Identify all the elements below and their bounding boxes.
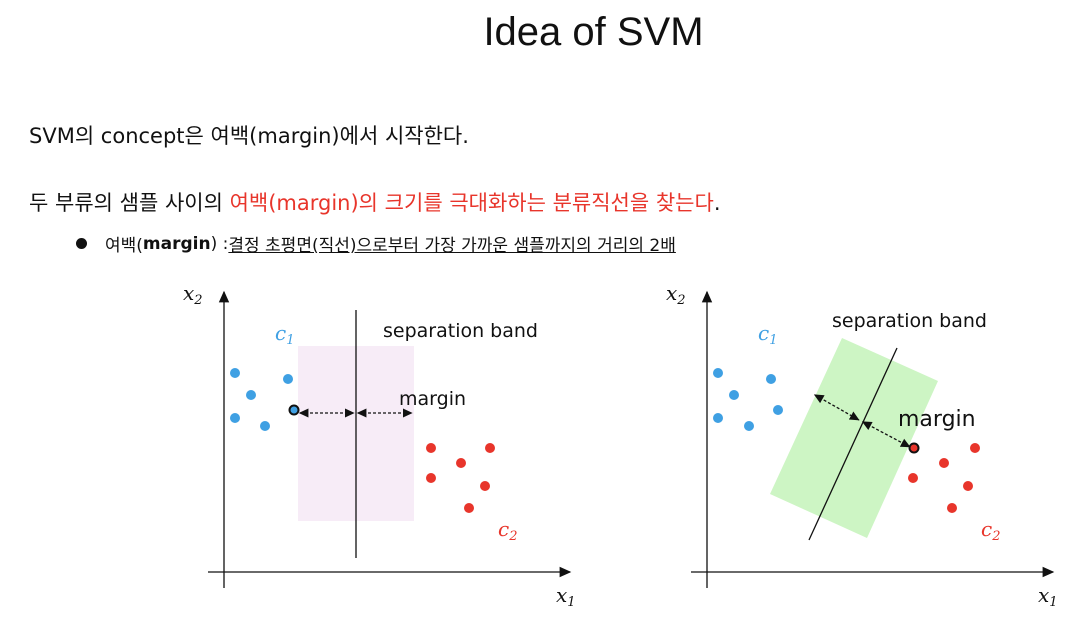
data-point	[773, 405, 783, 415]
goal-sentence: 두 부류의 샘플 사이의 여백(margin)의 크기를 극대화하는 분류직선을…	[29, 187, 721, 217]
right-x-axis-sub: 1	[1049, 595, 1057, 610]
right-decision-line	[808, 347, 898, 541]
right-y-axis-sub: 2	[676, 293, 685, 308]
left-support-vector	[288, 404, 300, 416]
left-class1-points	[230, 368, 293, 431]
data-point	[230, 413, 240, 423]
bullet-dot-icon	[76, 238, 87, 249]
goal-highlight: 여백(margin)의 크기를 극대화하는 분류직선을 찾는다	[229, 191, 714, 215]
data-point	[963, 481, 973, 491]
goal-prefix: 두 부류의 샘플 사이의	[29, 191, 230, 215]
left-class2-label: c2	[498, 517, 517, 544]
data-point	[970, 443, 980, 453]
data-point	[230, 368, 240, 378]
data-point	[426, 443, 436, 453]
data-point	[939, 458, 949, 468]
left-x-axis-label: x1	[556, 583, 576, 610]
right-diagram: separation band margin c1 c2 x1 x2	[666, 281, 1058, 610]
data-point	[947, 503, 957, 513]
right-class2-sub: 2	[991, 529, 1000, 544]
data-point	[485, 443, 495, 453]
data-point	[766, 374, 776, 384]
data-point	[260, 421, 270, 431]
left-class1-sub: 1	[286, 333, 294, 348]
right-support-vector	[908, 442, 920, 454]
data-point	[246, 390, 256, 400]
data-point	[456, 458, 466, 468]
right-class2-label: c2	[981, 517, 1000, 544]
data-point	[283, 374, 293, 384]
right-x-axis-label: x1	[1038, 583, 1058, 610]
data-point	[744, 421, 754, 431]
bullet-middle: ) :	[210, 233, 229, 254]
data-point	[908, 473, 918, 483]
bullet-bold: margin	[142, 233, 211, 254]
left-class2-sub: 2	[508, 529, 517, 544]
data-point	[480, 481, 490, 491]
right-class2-points	[908, 443, 980, 513]
data-point	[426, 473, 436, 483]
left-class1-label: c1	[275, 321, 294, 348]
right-class1-points	[713, 368, 783, 431]
right-margin-arrow-2	[861, 421, 911, 448]
data-point	[729, 390, 739, 400]
left-y-axis-base: x	[183, 281, 194, 305]
left-margin-label: margin	[399, 388, 466, 410]
left-x-axis-sub: 1	[567, 595, 575, 610]
right-x-axis-base: x	[1038, 583, 1049, 607]
right-y-axis-base: x	[666, 281, 677, 305]
right-class1-label: c1	[758, 321, 777, 348]
right-y-axis-label: x2	[666, 281, 686, 308]
right-class1-sub: 1	[769, 333, 777, 348]
bullet-underlined: 결정 초평면(직선)으로부터 가장 가까운 샘플까지의 거리의 2배	[228, 236, 676, 256]
right-margin-arrow-1	[813, 394, 860, 421]
right-class1-base: c	[758, 321, 769, 345]
right-margin-label: margin	[898, 407, 976, 432]
left-x-axis-base: x	[556, 583, 567, 607]
left-y-axis-label: x2	[183, 281, 203, 308]
left-diagram: separation band margin c1 c2 x1 x2	[183, 281, 576, 610]
margin-definition-bullet: 여백(margin) : 결정 초평면(직선)으로부터 가장 가까운 샘플까지의…	[76, 231, 676, 256]
left-band-label: separation band	[383, 320, 538, 342]
left-y-axis-sub: 2	[193, 293, 202, 308]
data-point	[713, 413, 723, 423]
right-separation-band	[770, 338, 938, 538]
left-class1-base: c	[275, 321, 286, 345]
left-class2-base: c	[498, 517, 509, 541]
right-band-label: separation band	[832, 310, 987, 332]
bullet-prefix: 여백(	[105, 236, 143, 256]
right-class2-base: c	[981, 517, 992, 541]
page-title: Idea of SVM	[483, 10, 704, 54]
data-point	[464, 503, 474, 513]
concept-sentence: SVM의 concept은 여백(margin)에서 시작한다.	[29, 124, 469, 148]
goal-suffix: .	[713, 191, 721, 215]
data-point	[713, 368, 723, 378]
left-class2-points	[426, 443, 495, 513]
